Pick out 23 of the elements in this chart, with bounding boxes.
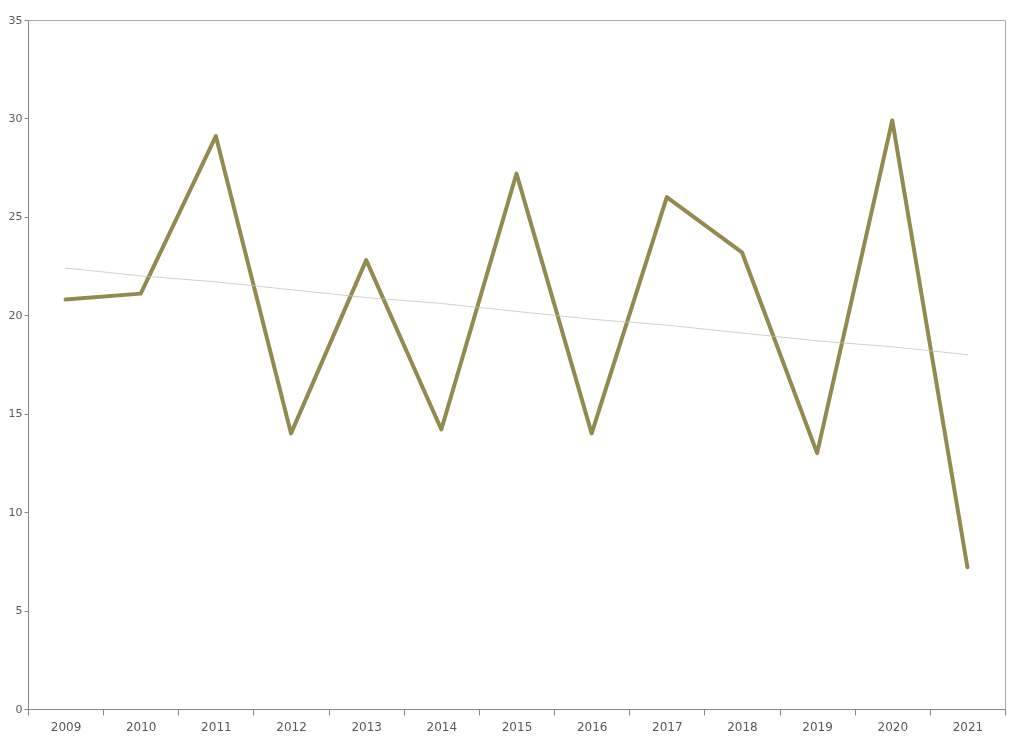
x-tick-label: 2017 <box>652 719 683 734</box>
x-tick-label: 2010 <box>125 719 157 734</box>
y-tick-label: 30 <box>8 111 23 125</box>
x-tick-label: 2020 <box>877 719 909 734</box>
y-tick-label: 15 <box>8 407 23 421</box>
x-tick-label: 2012 <box>276 719 307 734</box>
x-tick-label: 2015 <box>501 719 533 734</box>
y-tick-label: 20 <box>8 308 23 322</box>
line-series <box>63 118 970 570</box>
x-tick-label: 2013 <box>351 719 382 734</box>
x-tick-label: 2016 <box>576 719 608 734</box>
x-tick-label: 2009 <box>50 719 82 734</box>
x-tick-label: 2019 <box>802 719 833 734</box>
x-tick-label: 2014 <box>426 719 458 734</box>
x-tick-label: 2021 <box>952 719 984 734</box>
y-tick-label: 0 <box>15 702 23 716</box>
line-series <box>65 267 968 356</box>
y-tick-label: 35 <box>8 13 23 27</box>
x-tick-label: 2018 <box>727 719 758 734</box>
y-tick-label: 5 <box>15 604 23 618</box>
y-tick-label: 25 <box>8 210 23 224</box>
y-tick-label: 10 <box>8 505 23 519</box>
x-tick-label: 2011 <box>201 719 232 734</box>
